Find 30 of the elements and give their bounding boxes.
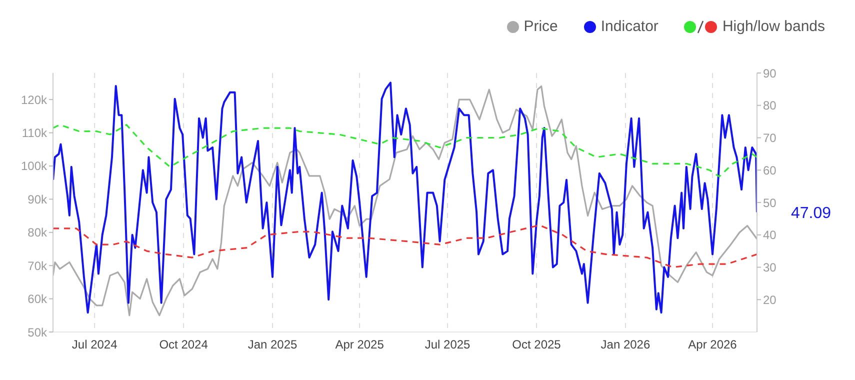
y-tick-label: 70k bbox=[28, 258, 48, 273]
y-tick-label: 80k bbox=[28, 226, 48, 240]
y2-tick-label: 80 bbox=[763, 98, 777, 113]
y2-tick-label: 60 bbox=[763, 163, 777, 178]
legend-label: High/low bands bbox=[722, 18, 825, 35]
x-tick-label: Jul 2025 bbox=[424, 338, 471, 352]
x-tick-label: Jul 2024 bbox=[72, 338, 118, 352]
x-tick-label: Apr 2026 bbox=[688, 338, 738, 352]
line-series bbox=[53, 224, 757, 268]
x-tick-label: Jan 2025 bbox=[248, 338, 298, 352]
y2-tick-label: 40 bbox=[763, 228, 777, 242]
y2-tick-label: 50 bbox=[763, 196, 777, 210]
y-tick-label: 100k bbox=[20, 159, 48, 174]
y2-tick-label: 70 bbox=[763, 131, 777, 146]
y-tick-label: 110k bbox=[22, 126, 48, 140]
text: 47.09 bbox=[791, 204, 832, 222]
y-tick-label: 90k bbox=[28, 192, 48, 206]
x-tick-label: Apr 2025 bbox=[335, 338, 384, 352]
legend-label: Price bbox=[524, 18, 558, 35]
y2-tick-label: 90 bbox=[763, 66, 777, 80]
y-tick-label: 50k bbox=[28, 325, 48, 340]
y2-tick-label: 30 bbox=[763, 260, 777, 275]
x-tick-label: Oct 2025 bbox=[512, 338, 562, 352]
line-series bbox=[53, 124, 757, 178]
legend-label: Indicator bbox=[600, 18, 658, 35]
y2-tick-label: 20 bbox=[763, 292, 777, 307]
y-tick-label: 120k bbox=[20, 92, 48, 107]
x-tick-label: Oct 2024 bbox=[159, 338, 208, 352]
x-tick-label: Jan 2026 bbox=[600, 338, 650, 352]
y-tick-label: 60k bbox=[28, 292, 48, 306]
